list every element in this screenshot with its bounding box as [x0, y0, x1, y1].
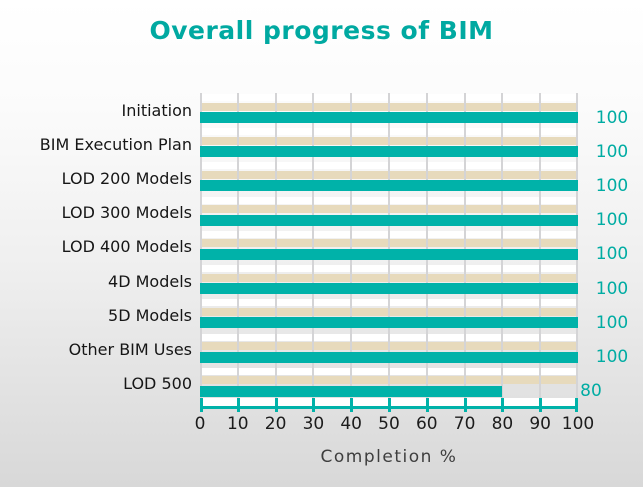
category-label: Initiation [121, 100, 192, 120]
category-band [200, 298, 578, 332]
progress-bar [200, 180, 578, 192]
category-label: LOD 400 Models [61, 237, 192, 257]
value-label: 100 [595, 210, 629, 231]
category-band [200, 230, 578, 264]
x-axis-tick-mark [312, 398, 316, 412]
value-label: 80 [580, 381, 602, 402]
category-label: Other BIM Uses [68, 340, 192, 360]
background-stripe-white [200, 162, 578, 170]
background-stripe-white [200, 128, 578, 136]
category-band [200, 264, 578, 298]
background-stripe-tan [200, 205, 578, 214]
plot-area [200, 93, 578, 401]
background-stripe-tan [200, 376, 578, 385]
background-stripe-tan [200, 136, 578, 145]
chart-title: Overall progress of BIM [149, 16, 494, 45]
category-label: LOD 500 [123, 374, 192, 394]
x-axis-tick-mark [425, 398, 429, 412]
x-axis-tick-label: 20 [264, 414, 287, 434]
category-band [200, 161, 578, 195]
category-band [200, 196, 578, 230]
x-axis-tick-mark [236, 398, 240, 412]
x-axis-tick-label: 90 [529, 414, 551, 434]
background-stripe-white [200, 333, 578, 341]
category-label: LOD 300 Models [61, 203, 192, 223]
x-axis-tick-mark [539, 398, 543, 412]
x-axis-tick-mark [388, 398, 391, 412]
x-axis-tick-label: 80 [491, 414, 514, 434]
background-stripe-white [200, 265, 578, 273]
category-band [200, 367, 578, 401]
x-axis-tick-mark [350, 398, 354, 412]
x-axis-tick-mark [463, 398, 467, 412]
progress-bar [200, 317, 578, 329]
background-stripe-white [200, 367, 578, 375]
x-axis-tick-label: 100 [561, 414, 595, 434]
background-stripe-tan [200, 170, 578, 179]
category-band [200, 93, 578, 127]
value-label: 100 [595, 347, 629, 368]
value-label: 100 [595, 175, 629, 196]
x-axis-tick-mark [575, 398, 578, 412]
x-axis-tick-label: 30 [302, 414, 325, 434]
background-stripe-tan [200, 239, 578, 248]
background-stripe-white [200, 196, 578, 204]
background-stripe-tan [200, 273, 578, 282]
progress-bar [200, 248, 578, 260]
value-label: 100 [595, 312, 629, 333]
x-axis-tick-label: 50 [378, 414, 400, 434]
category-label: 5D Models [108, 305, 192, 325]
value-label: 100 [595, 278, 629, 299]
background-stripe-white [200, 94, 578, 101]
value-label: 100 [595, 107, 629, 128]
progress-bar [200, 146, 578, 158]
x-axis-title: Completion % [320, 447, 458, 467]
progress-bar [200, 214, 578, 226]
x-axis-tick-label: 60 [415, 414, 438, 434]
x-axis-tick-label: 10 [226, 414, 249, 434]
category-band [200, 333, 578, 367]
x-axis-tick-label: 70 [453, 414, 476, 434]
value-label: 100 [595, 244, 629, 265]
value-label: 100 [595, 141, 629, 162]
category-label: 4D Models [108, 271, 192, 291]
background-stripe-tan [200, 342, 578, 351]
background-stripe-white [200, 230, 578, 238]
progress-bar [200, 283, 578, 295]
x-axis-tick-mark [200, 398, 203, 412]
x-axis-tick-mark [501, 398, 505, 412]
x-axis-line [200, 398, 578, 412]
category-label: LOD 200 Models [61, 169, 192, 189]
category-band [200, 127, 578, 161]
background-stripe-tan [200, 307, 578, 316]
background-stripe-white [200, 299, 578, 307]
background-stripe-tan [200, 102, 578, 111]
progress-bar [200, 112, 578, 123]
x-axis-tick-mark [274, 398, 278, 412]
progress-bar [200, 351, 578, 363]
x-axis-tick-label: 0 [194, 414, 206, 434]
progress-bar [200, 385, 503, 397]
x-axis-tick-label: 40 [340, 414, 362, 434]
category-label: BIM Execution Plan [39, 134, 192, 154]
